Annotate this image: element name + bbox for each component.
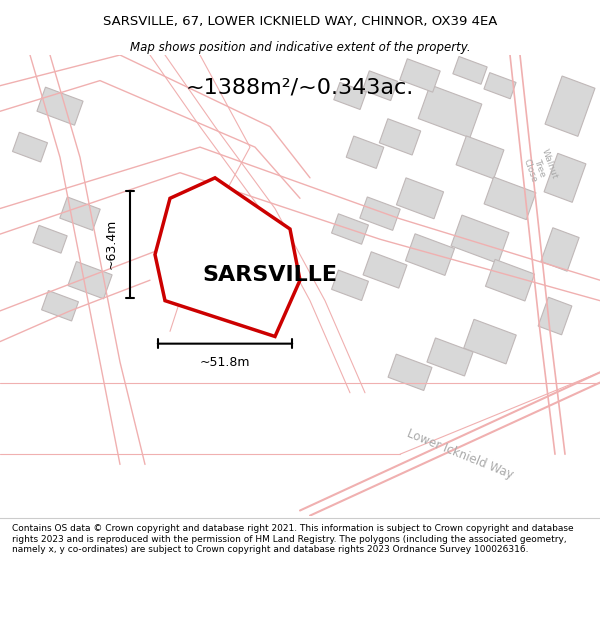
Bar	[362, 71, 398, 101]
Bar	[484, 177, 536, 219]
Polygon shape	[155, 178, 300, 336]
Bar	[400, 59, 440, 92]
Bar	[545, 76, 595, 136]
Bar	[379, 119, 421, 155]
Text: ~51.8m: ~51.8m	[200, 356, 250, 369]
Bar	[538, 298, 572, 335]
Text: ~63.4m: ~63.4m	[105, 219, 118, 269]
Bar	[453, 56, 487, 84]
Text: SARSVILLE: SARSVILLE	[203, 265, 337, 285]
Bar	[60, 197, 100, 231]
Text: Walnut
Tree
Close: Walnut Tree Close	[521, 148, 559, 188]
Bar	[484, 72, 516, 99]
Text: Lower Icknield Way: Lower Icknield Way	[405, 427, 515, 481]
Bar	[332, 270, 368, 301]
Text: ~1388m²/~0.343ac.: ~1388m²/~0.343ac.	[186, 78, 414, 98]
Bar	[485, 259, 535, 301]
Bar	[451, 215, 509, 263]
Bar	[346, 136, 384, 168]
Text: SARSVILLE, 67, LOWER ICKNIELD WAY, CHINNOR, OX39 4EA: SARSVILLE, 67, LOWER ICKNIELD WAY, CHINN…	[103, 16, 497, 28]
Bar	[427, 338, 473, 376]
Bar	[41, 291, 79, 321]
Text: Contains OS data © Crown copyright and database right 2021. This information is : Contains OS data © Crown copyright and d…	[12, 524, 574, 554]
Bar	[334, 82, 366, 109]
Bar	[332, 214, 368, 244]
Bar	[68, 261, 112, 299]
Bar	[456, 136, 504, 179]
Bar	[33, 226, 67, 253]
Bar	[418, 85, 482, 138]
Text: Map shows position and indicative extent of the property.: Map shows position and indicative extent…	[130, 41, 470, 54]
Bar	[388, 354, 432, 391]
Bar	[13, 132, 47, 162]
Bar	[541, 228, 579, 271]
Bar	[397, 178, 443, 219]
Bar	[464, 319, 516, 364]
Bar	[406, 234, 455, 276]
Bar	[360, 197, 400, 231]
Bar	[363, 252, 407, 288]
Bar	[544, 153, 586, 202]
Bar	[37, 87, 83, 125]
